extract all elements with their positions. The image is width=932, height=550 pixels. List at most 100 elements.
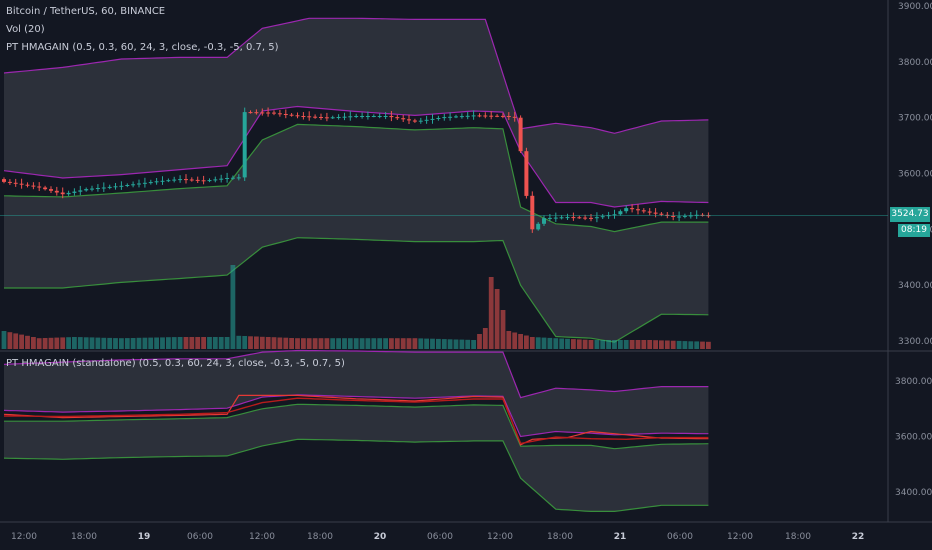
candle-body [401, 118, 406, 120]
volume-bar [477, 334, 482, 349]
volume-bar [664, 340, 670, 349]
volume-bar [418, 338, 424, 349]
volume-bar [259, 336, 265, 349]
volume-legend[interactable]: Vol (20) [6, 24, 45, 35]
volume-bar [230, 265, 236, 349]
candle-body [101, 187, 106, 189]
candle-body [618, 211, 623, 215]
volume-bar [89, 337, 95, 349]
candles [2, 107, 711, 233]
y-tick-label: 3600.00 [898, 170, 932, 180]
standalone-indicator-legend[interactable]: PT HMAGAIN (standalone) (0.5, 0.3, 60, 2… [6, 358, 345, 369]
volume-bar [430, 338, 435, 349]
volume-bar [254, 336, 259, 349]
candle-body [506, 116, 511, 117]
volume-bar [359, 338, 365, 349]
candle-body [230, 177, 235, 179]
candle-body [583, 217, 588, 219]
volume-bar [124, 338, 130, 349]
candle-body [160, 180, 165, 182]
volume-bar [83, 337, 89, 349]
candle-body [19, 183, 24, 185]
volume-bar [113, 338, 118, 349]
y-tick-label: 3800.0000 [895, 377, 932, 387]
candle-body [7, 181, 12, 183]
candle-body [459, 116, 464, 118]
candle-body [277, 113, 282, 115]
volume-bar [136, 337, 142, 349]
volume-bar [494, 289, 500, 349]
volume-bar [459, 339, 465, 349]
indicator-legend[interactable]: PT HMAGAIN (0.5, 0.3, 60, 24, 3, close, … [6, 42, 279, 53]
candle-body [430, 118, 435, 120]
volume-bar [265, 337, 271, 349]
volume-bar [295, 338, 300, 349]
x-tick-label: 20 [374, 532, 387, 542]
candle-body [542, 218, 546, 224]
candle-body [2, 179, 6, 182]
candle-body [624, 208, 629, 212]
volume-bar [412, 338, 418, 349]
x-tick-label: 18:00 [307, 532, 333, 542]
volume-bar [488, 277, 494, 349]
candle-body [95, 188, 100, 189]
volume-bar [535, 337, 541, 349]
x-tick-label: 18:00 [547, 532, 573, 542]
last-price-tag: 3524.73 [890, 207, 930, 222]
volume-bar [48, 337, 54, 349]
candle-body [131, 184, 136, 186]
volume-bar [641, 340, 647, 349]
candle-body [518, 117, 523, 152]
candle-body [90, 188, 94, 190]
sub-inner-lower-line [4, 403, 709, 450]
candle-body [31, 185, 36, 187]
candle-body [559, 217, 564, 219]
candle-body [49, 189, 53, 191]
candle-body [225, 178, 230, 179]
candle-body [418, 120, 423, 122]
hma-line [4, 397, 709, 445]
volume-bar [400, 338, 406, 349]
candle-body [565, 217, 570, 219]
candle-body [195, 179, 200, 181]
candle-body [119, 185, 124, 187]
candle-body [37, 186, 42, 188]
candle-body [489, 115, 494, 117]
y-tick-label: 3900.00 [898, 2, 932, 12]
candle-body [113, 186, 118, 188]
candle-body [336, 117, 341, 118]
main-lower-band-fill [4, 124, 709, 343]
volume-bar [312, 338, 318, 349]
candle-body [248, 112, 253, 114]
volume-bar [600, 340, 606, 349]
symbol-legend[interactable]: Bitcoin / TetherUS, 60, BINANCE [6, 6, 166, 17]
candle-body [530, 195, 535, 230]
candle-body [395, 117, 400, 119]
volume-bar [142, 337, 148, 349]
volume-bar [107, 337, 113, 349]
volume-bar [336, 338, 341, 349]
volume-bar [618, 340, 623, 349]
volume-bar [406, 338, 412, 349]
candle-body [407, 119, 411, 121]
candle-body [354, 116, 359, 117]
candle-body [677, 216, 682, 218]
volume-bar [629, 340, 635, 349]
volume-bar [72, 337, 77, 349]
volume-bar [606, 340, 611, 349]
y-tick-label: 3800.00 [898, 58, 932, 68]
candle-body [72, 191, 77, 193]
volume-bar [453, 339, 459, 349]
candle-body [377, 116, 382, 117]
candle-body [13, 182, 18, 184]
candle-body [682, 215, 687, 217]
candle-body [647, 211, 652, 213]
volume-bar [694, 341, 700, 349]
main-upper-band-fill [4, 18, 709, 207]
volume-bar [594, 340, 600, 349]
volume-bar [588, 340, 594, 349]
volume-bar [7, 332, 13, 349]
candle-body [25, 184, 30, 186]
volume-bar [207, 337, 212, 349]
volume-bar [670, 340, 676, 349]
